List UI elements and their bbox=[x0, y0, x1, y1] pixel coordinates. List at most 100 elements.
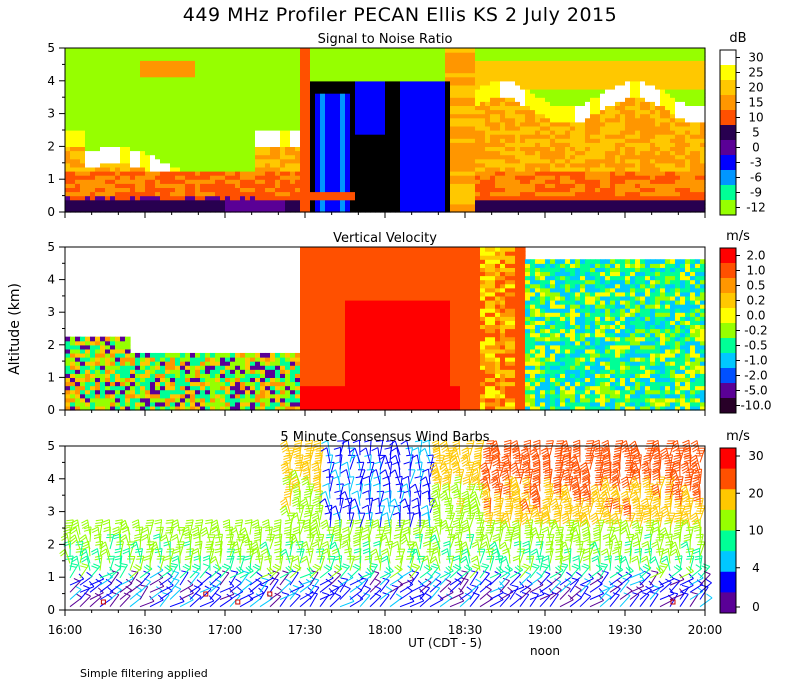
heatmap-cell bbox=[90, 195, 96, 201]
heatmap-cell bbox=[410, 56, 416, 61]
heatmap-cell bbox=[135, 121, 141, 127]
heatmap-cell bbox=[665, 199, 671, 205]
heatmap-cell bbox=[230, 207, 236, 213]
heatmap-cell bbox=[360, 203, 366, 209]
heatmap-cell bbox=[240, 166, 246, 172]
heatmap-cell bbox=[515, 183, 521, 188]
heatmap-cell bbox=[570, 130, 576, 135]
heatmap-cell bbox=[220, 64, 226, 70]
heatmap-cell bbox=[210, 76, 216, 82]
heatmap-cell bbox=[300, 121, 306, 127]
heatmap-cell bbox=[630, 171, 636, 176]
heatmap-cell bbox=[580, 142, 586, 147]
heatmap-cell bbox=[440, 64, 446, 70]
heatmap-cell bbox=[190, 138, 196, 143]
heatmap-cell bbox=[185, 207, 191, 213]
heatmap-cell bbox=[95, 162, 101, 168]
heatmap-cell bbox=[565, 158, 571, 164]
heatmap-cell bbox=[155, 113, 161, 119]
heatmap-cell bbox=[490, 125, 496, 131]
heatmap-cell bbox=[580, 76, 586, 82]
heatmap-cell bbox=[225, 146, 231, 152]
heatmap-cell bbox=[205, 199, 211, 205]
heatmap-cell bbox=[80, 56, 86, 61]
heatmap-cell bbox=[465, 101, 471, 106]
heatmap-cell bbox=[320, 97, 326, 102]
heatmap-cell bbox=[495, 195, 501, 201]
heatmap-cell bbox=[200, 76, 206, 82]
heatmap-cell bbox=[580, 56, 586, 61]
heatmap-cell bbox=[340, 105, 346, 111]
heatmap-cell bbox=[640, 187, 646, 193]
heatmap-cell bbox=[300, 117, 306, 123]
heatmap-cell bbox=[545, 56, 551, 61]
heatmap-cell bbox=[445, 179, 451, 184]
heatmap-cell bbox=[675, 191, 681, 197]
heatmap-cell bbox=[390, 183, 396, 188]
heatmap-cell bbox=[500, 80, 506, 86]
heatmap-cell bbox=[160, 97, 166, 102]
heatmap-cell bbox=[465, 113, 471, 119]
heatmap-cell bbox=[400, 48, 406, 53]
heatmap-cell bbox=[280, 80, 286, 86]
heatmap-cell bbox=[90, 166, 96, 172]
heatmap-cell bbox=[145, 183, 151, 188]
heatmap-cell bbox=[235, 48, 241, 53]
heatmap-cell bbox=[395, 60, 401, 65]
heatmap-cell bbox=[615, 154, 621, 160]
heatmap-cell bbox=[115, 89, 121, 94]
heatmap-cell bbox=[515, 105, 521, 111]
heatmap-cell bbox=[660, 207, 666, 213]
heatmap-cell bbox=[305, 84, 311, 90]
heatmap-cell bbox=[585, 80, 591, 86]
heatmap-cell bbox=[370, 179, 376, 184]
heatmap-cell bbox=[205, 60, 211, 65]
heatmap-cell bbox=[555, 93, 561, 98]
heatmap-cell bbox=[385, 179, 391, 184]
heatmap-cell bbox=[225, 171, 231, 176]
heatmap-cell bbox=[520, 117, 526, 123]
heatmap-cell bbox=[540, 97, 546, 102]
heatmap-cell bbox=[430, 64, 436, 70]
heatmap-cell bbox=[495, 97, 501, 102]
heatmap-cell bbox=[670, 199, 676, 205]
heatmap-cell bbox=[530, 203, 536, 209]
heatmap-cell bbox=[555, 203, 561, 209]
heatmap-cell bbox=[235, 199, 241, 205]
heatmap-cell bbox=[145, 52, 151, 57]
heatmap-cell bbox=[245, 125, 251, 131]
heatmap-cell bbox=[285, 84, 291, 90]
heatmap-cell bbox=[245, 179, 251, 184]
heatmap-cell bbox=[210, 138, 216, 143]
heatmap-cell bbox=[680, 52, 686, 57]
heatmap-cell bbox=[225, 109, 231, 115]
heatmap-cell bbox=[235, 138, 241, 143]
heatmap-cell bbox=[270, 158, 276, 164]
heatmap-cell bbox=[590, 56, 596, 61]
heatmap-cell bbox=[220, 207, 226, 213]
heatmap-cell bbox=[350, 76, 356, 82]
heatmap-cell bbox=[370, 72, 376, 78]
heatmap-cell bbox=[90, 142, 96, 147]
heatmap-cell bbox=[355, 171, 361, 176]
heatmap-cell bbox=[565, 97, 571, 102]
heatmap-cell bbox=[465, 203, 471, 209]
heatmap-cell bbox=[580, 171, 586, 176]
heatmap-cell bbox=[110, 154, 116, 160]
heatmap-cell bbox=[360, 117, 366, 123]
heatmap-cell bbox=[185, 60, 191, 65]
heatmap-cell bbox=[95, 134, 101, 139]
heatmap-cell bbox=[435, 109, 441, 115]
heatmap-cell bbox=[580, 80, 586, 86]
heatmap-cell bbox=[280, 84, 286, 90]
heatmap-cell bbox=[230, 113, 236, 119]
heatmap-cell bbox=[370, 84, 376, 90]
heatmap-cell bbox=[295, 199, 301, 205]
heatmap-cell bbox=[85, 175, 91, 180]
heatmap-cell bbox=[105, 125, 111, 131]
heatmap-cell bbox=[595, 134, 601, 139]
heatmap-cell bbox=[100, 175, 106, 180]
heatmap-cell bbox=[605, 171, 611, 176]
heatmap-cell bbox=[440, 146, 446, 152]
heatmap-cell bbox=[385, 117, 391, 123]
